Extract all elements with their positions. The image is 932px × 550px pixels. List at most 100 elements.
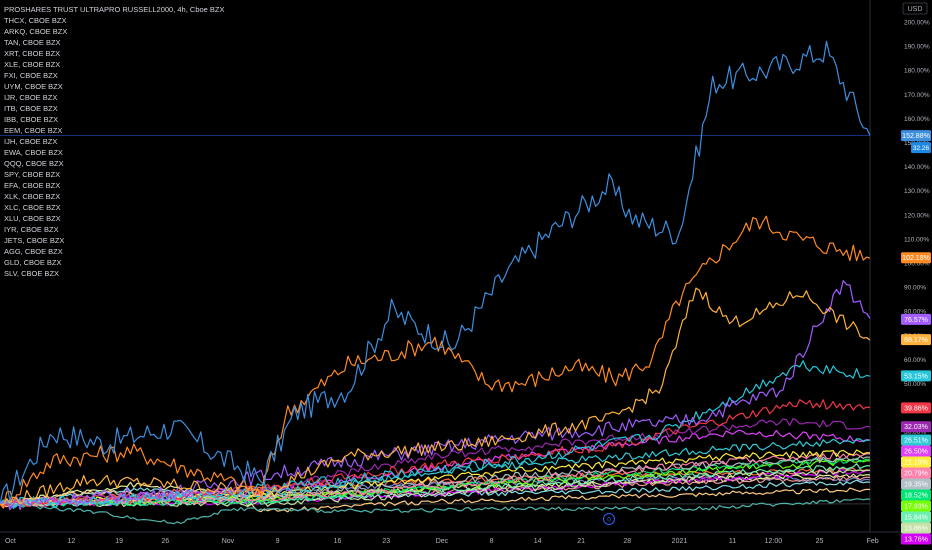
end-value-label: 21.19% [904,460,928,467]
y-tick-label: 50.00% [904,381,926,388]
y-tick-label: 160.00% [904,116,930,123]
end-value-label: 102.18% [902,255,930,262]
legend-symbol[interactable]: EWA, CBOE BZX [4,148,63,157]
x-tick-label: Nov [222,538,235,545]
y-tick-label: 170.00% [904,92,930,99]
price-value-label: 32.26 [913,145,930,152]
legend-symbol[interactable]: GLD, CBOE BZX [4,258,62,267]
x-tick-label: 28 [623,538,631,545]
x-tick-label: 19 [115,538,123,545]
legend-symbol[interactable]: EFA, CBOE BZX [4,181,61,190]
chart-title: PROSHARES TRUST ULTRAPRO RUSSELL2000, 4h… [4,5,225,14]
x-tick-label: 26 [161,538,169,545]
end-value-badge [901,445,931,457]
series-line [0,40,871,505]
currency-label: USD [908,6,923,13]
x-tick-label: 16 [334,538,342,545]
series-line [0,487,871,513]
series-lines [0,40,871,525]
price-value-badge [911,142,931,154]
end-value-badge [901,252,931,264]
x-tick-label: 11 [729,538,736,545]
legend: PROSHARES TRUST ULTRAPRO RUSSELL2000, 4h… [4,4,225,279]
series-line [0,498,870,525]
end-value-label: 17.93% [904,504,928,511]
legend-symbol[interactable]: EEM, CBOE BZX [4,126,63,135]
end-value-label: 19.35% [904,482,928,489]
end-value-badge [901,130,931,142]
legend-symbol[interactable]: ITB, CBOE BZX [4,104,58,113]
legend-symbol[interactable]: QQQ, CBOE BZX [4,159,64,168]
end-value-label: 53.15% [904,373,928,380]
end-value-badge [901,533,931,545]
center-button-label: 0 [607,517,611,524]
x-tick-label: 23 [382,538,390,545]
x-tick-label: Feb [867,538,879,545]
end-value-label: 152.88% [902,133,930,140]
y-tick-label: 110.00% [904,236,929,243]
end-value-badge [901,456,931,468]
y-tick-label: 180.00% [904,68,930,75]
y-tick-label: 80.00% [904,309,926,316]
end-value-badge [901,313,931,325]
legend-symbol[interactable]: UYM, CBOE BZX [4,82,63,91]
end-value-badges: 152.88% 102.18% 76.57% 68.17% 53.15% 39.86% 32… [901,130,931,545]
y-tick-label: 130.00% [904,188,930,195]
x-tick-label: 14 [534,538,542,545]
center-timeframe-button[interactable]: 0 [603,513,615,525]
x-tick-label: 21 [577,538,585,545]
end-value-label: 39.86% [904,405,928,412]
legend-symbol[interactable]: SLV, CBOE BZX [4,269,60,278]
end-value-badge [901,511,931,523]
end-value-badge [901,334,931,346]
end-value-badge [901,434,931,446]
legend-symbol[interactable]: THCX, CBOE BZX [4,16,67,25]
legend-symbol[interactable]: IBB, CBOE BZX [4,115,59,124]
end-value-label: 76.57% [904,317,928,324]
legend-symbol[interactable]: IJR, CBOE BZX [4,93,58,102]
legend-symbol[interactable]: TAN, CBOE BZX [4,38,61,47]
y-tick-label: 100.00% [904,260,930,267]
series-line [0,479,871,506]
series-line [0,457,871,508]
legend-symbol[interactable]: IYR, CBOE BZX [4,225,59,234]
legend-symbol[interactable]: FXI, CBOE BZX [4,71,58,80]
legend-symbol[interactable]: XLE, CBOE BZX [4,60,61,69]
legend-symbol[interactable]: XLK, CBOE BZX [4,192,61,201]
legend-symbol[interactable]: IJH, CBOE BZX [4,137,58,146]
end-value-label: 15.84% [904,515,928,522]
series-line [0,475,871,507]
end-value-badge [901,421,931,433]
end-value-badge [901,402,931,414]
y-tick-label: 30.00% [904,429,926,436]
x-tick-label: 25 [816,538,824,545]
y-tick-label: 60.00% [904,357,926,364]
legend-symbol[interactable]: XLU, CBOE BZX [4,214,61,223]
x-tick-label: 8 [490,538,494,545]
series-line [0,287,871,506]
end-value-badge [901,500,931,512]
x-tick-label: 9 [276,538,280,545]
y-tick-label: 120.00% [904,212,930,219]
end-value-badge [901,370,931,382]
legend-symbol[interactable]: SPY, CBOE BZX [4,170,61,179]
legend-symbol[interactable]: JETS, CBOE BZX [4,236,65,245]
currency-box[interactable] [902,2,928,15]
y-tick-label: 200.00% [904,20,930,27]
legend-symbol[interactable]: XLC, CBOE BZX [4,203,61,212]
end-value-label: 26.50% [904,449,928,456]
x-tick-label: Dec [436,538,449,545]
legend-symbol[interactable]: XRT, CBOE BZX [4,49,61,58]
end-value-badge [901,467,931,479]
end-value-label: 32.03% [904,424,928,431]
series-line [0,280,871,511]
end-value-label: 13.76% [904,537,928,544]
y-tick-label: 90.00% [904,285,926,292]
end-value-label: 20.79% [904,471,928,478]
legend-symbol[interactable]: ARKQ, CBOE BZX [4,27,68,36]
end-value-label: 68.17% [904,337,928,344]
legend-symbol[interactable]: AGG, CBOE BZX [4,247,63,256]
series-line [0,360,871,509]
symbol-list: THCX, CBOE BZX ARKQ, CBOE BZX TAN, CBOE BZ… [4,15,225,279]
